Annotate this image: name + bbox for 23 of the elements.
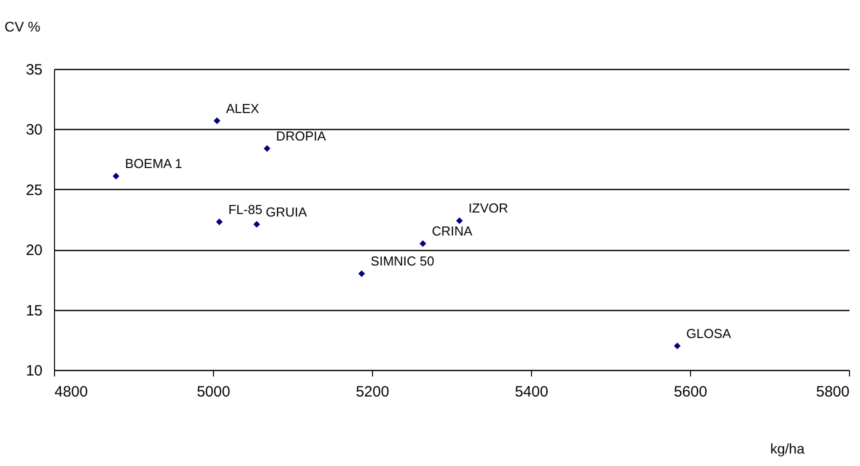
y-tick-label: 35 [26, 62, 42, 78]
y-tick-label: 30 [26, 122, 42, 139]
x-tick-label: 5200 [356, 384, 390, 400]
annotation: IZVOR [468, 200, 508, 216]
y-tick-label: 20 [26, 242, 42, 260]
y-tick-label: 25 [26, 182, 42, 199]
annotation: GRUIA [266, 204, 308, 220]
annotation: SIMNIC 50 [370, 254, 434, 269]
y-tick-label: 10 [26, 362, 42, 380]
x-tick-label: 5000 [196, 384, 230, 400]
annotation: FL-85 [228, 202, 262, 217]
annotation: CRINA [432, 224, 473, 239]
annotation: ALEX [226, 100, 260, 116]
y-axis-title: CV % [4, 18, 40, 34]
x-tick-label: 5400 [514, 384, 548, 400]
annotation: DROPIA [276, 128, 326, 144]
y-tick-label: 15 [26, 302, 42, 320]
x-axis-title: kg/ha [770, 440, 805, 456]
x-tick-label: 4800 [54, 384, 88, 400]
x-tick-label: 5800 [816, 384, 850, 400]
annotation: GLOSA [686, 326, 732, 341]
annotation: BOEMA 1 [125, 156, 182, 172]
x-tick-label: 5600 [674, 384, 708, 400]
